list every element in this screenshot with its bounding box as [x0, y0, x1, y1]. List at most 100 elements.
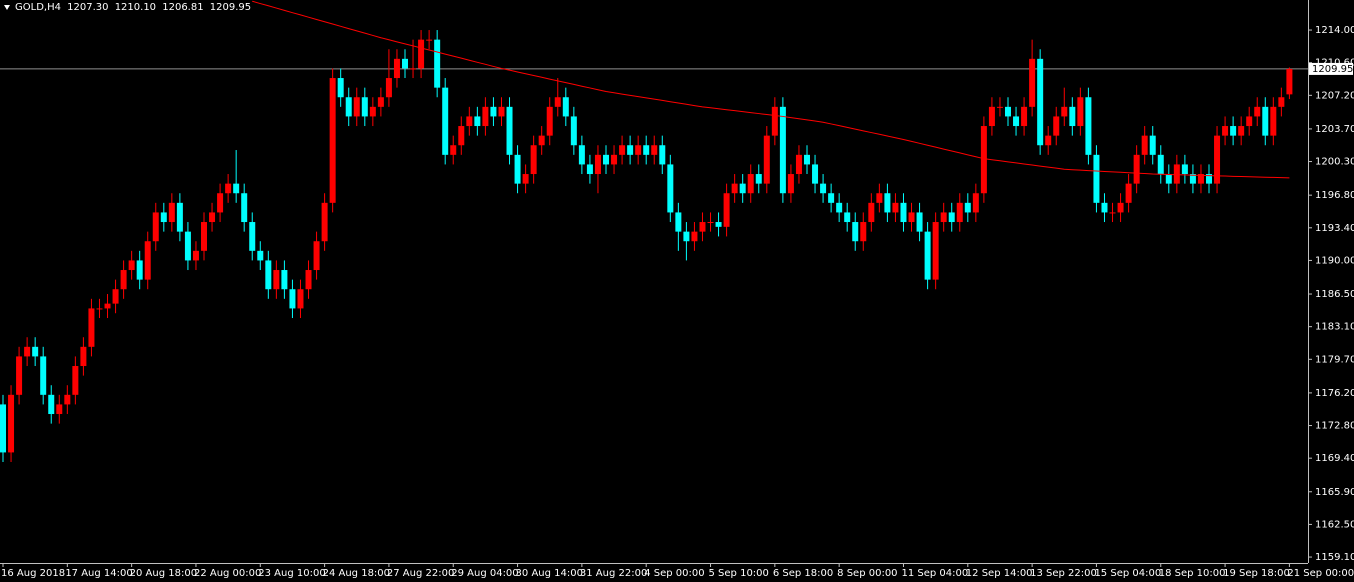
candle-body — [530, 145, 537, 175]
candle-body — [1013, 116, 1020, 127]
candle-body — [329, 78, 336, 203]
candle-body — [699, 222, 706, 232]
candle-body — [852, 222, 859, 242]
candle-body — [369, 106, 376, 117]
x-tick-label: 21 Sep 00:00 — [1287, 568, 1354, 579]
candle-body — [812, 164, 819, 184]
candle-body — [755, 174, 762, 184]
y-tick-label: 1165.90 — [1315, 487, 1354, 498]
candle-body — [418, 39, 425, 69]
candle-body — [1117, 202, 1124, 213]
y-tick-label: 1179.70 — [1315, 354, 1354, 365]
candle-body — [739, 183, 746, 194]
y-tick-label: 1169.40 — [1315, 453, 1354, 464]
x-tick-label: 11 Sep 04:00 — [901, 568, 968, 579]
candle-body — [1069, 106, 1076, 127]
candle-body — [474, 116, 481, 127]
y-tick-label: 1203.70 — [1315, 124, 1354, 135]
header-open: 1207.30 — [67, 2, 108, 13]
x-tick-label: 31 Aug 22:00 — [580, 568, 647, 579]
candle-body — [715, 222, 722, 227]
y-tick-label: 1207.20 — [1315, 90, 1354, 101]
candle-body — [1101, 202, 1108, 213]
x-tick-label: 18 Sep 10:00 — [1159, 568, 1226, 579]
candle-body — [779, 106, 786, 194]
candle-body — [450, 145, 457, 155]
candle-body — [603, 154, 609, 165]
candle-body — [1029, 58, 1036, 107]
candle-body — [1189, 174, 1196, 184]
candle-body — [361, 97, 368, 117]
candle-body — [844, 212, 851, 223]
candle-body — [562, 97, 569, 117]
candle-body — [924, 231, 931, 280]
candle-body — [176, 202, 183, 232]
candle-body — [40, 356, 47, 395]
candle-body — [1246, 116, 1253, 127]
x-tick-label: 23 Aug 10:00 — [258, 568, 325, 579]
candle-body — [56, 404, 63, 415]
header-low: 1206.81 — [162, 2, 203, 13]
header-arrow — [4, 5, 10, 10]
candle-body — [482, 106, 489, 127]
x-tick-label: 29 Aug 04:00 — [451, 568, 518, 579]
x-tick-label: 8 Sep 00:00 — [837, 568, 897, 579]
candle-body — [627, 145, 634, 155]
chart-header: GOLD,H4 1207.30 1210.10 1206.81 1209.95 — [15, 2, 251, 13]
candle-body — [1093, 154, 1100, 203]
candle-body — [201, 222, 207, 251]
candle-body — [458, 126, 465, 146]
candle-body — [128, 260, 135, 271]
candle-body — [88, 308, 95, 347]
candle-body — [908, 212, 915, 223]
candle-body — [611, 154, 618, 165]
candle-body — [956, 202, 963, 223]
candle-body — [731, 183, 738, 194]
candle-body — [1077, 97, 1084, 127]
candle-body — [1206, 174, 1212, 184]
y-tick-label: 1172.80 — [1315, 421, 1354, 432]
candle-body — [249, 222, 256, 251]
candle-body — [442, 87, 449, 155]
candle-body — [980, 126, 987, 194]
candle-body — [884, 193, 891, 213]
candle-body — [771, 106, 778, 136]
y-tick-label: 1214.00 — [1315, 25, 1354, 36]
candle-body — [820, 183, 827, 194]
candle-body — [860, 222, 867, 242]
symbol: GOLD,H4 — [15, 2, 61, 13]
candle-body — [964, 202, 971, 213]
candle-body — [104, 303, 111, 309]
header-close: 1209.95 — [210, 2, 251, 13]
candle-body — [1085, 97, 1092, 155]
candle-body — [747, 174, 754, 194]
candle-body — [8, 394, 15, 453]
candle-body — [241, 193, 248, 223]
candle-body — [651, 145, 658, 155]
candle-body — [1045, 135, 1052, 146]
candle-body — [667, 164, 674, 213]
candle-body — [1254, 106, 1261, 117]
candle-body — [96, 308, 103, 310]
candle-body — [289, 289, 296, 309]
candle-body — [675, 212, 682, 232]
candle-body — [1173, 164, 1180, 184]
candle-body — [723, 193, 730, 227]
candle-body — [787, 174, 794, 194]
candle-body — [0, 404, 6, 453]
candle-body — [659, 145, 666, 165]
x-tick-label: 15 Sep 04:00 — [1094, 568, 1161, 579]
candle-body — [940, 212, 947, 223]
candle-body — [868, 202, 875, 223]
candle-body — [900, 202, 907, 223]
y-tick-label: 1196.80 — [1315, 190, 1354, 201]
candle-body — [136, 260, 143, 280]
candle-body — [683, 231, 690, 242]
candle-body — [24, 346, 31, 357]
candle-body — [160, 212, 167, 223]
candle-body — [265, 260, 272, 290]
candle-body — [1270, 106, 1277, 136]
candle-body — [120, 270, 127, 290]
x-tick-label: 20 Aug 18:00 — [130, 568, 197, 579]
candle-body — [1214, 135, 1221, 184]
